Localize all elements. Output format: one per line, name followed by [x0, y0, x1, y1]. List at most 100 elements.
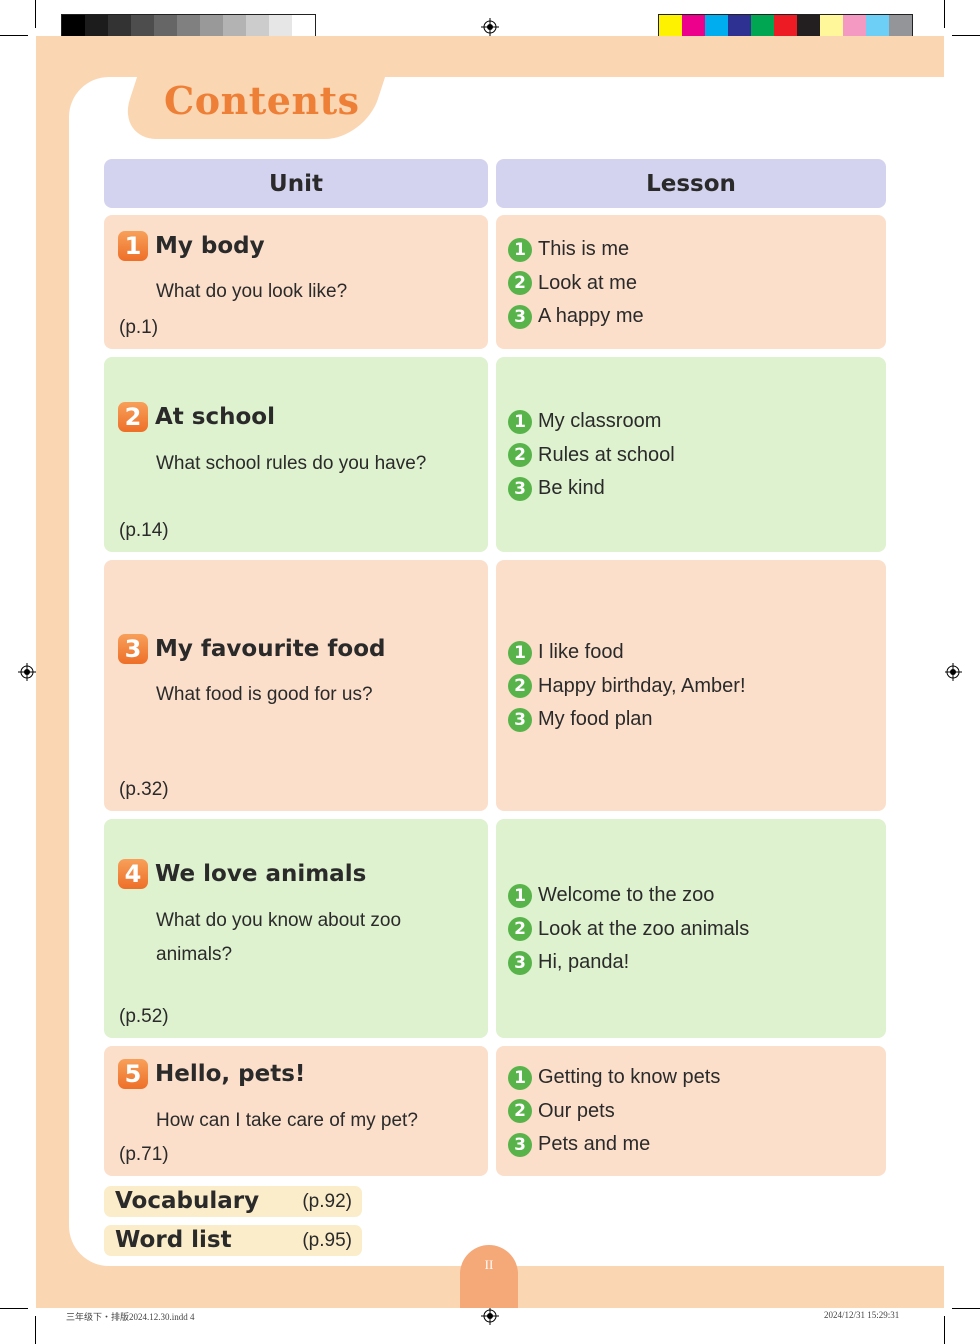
lesson-title: Be kind: [538, 477, 605, 500]
color-swatch: [889, 15, 912, 38]
list-item[interactable]: 2 Happy birthday, Amber!: [508, 670, 746, 704]
color-swatch: [682, 15, 705, 38]
lesson-number-badge: 1: [508, 640, 532, 665]
lesson-title: My classroom: [538, 410, 662, 433]
unit-heading[interactable]: 1 My body: [118, 231, 265, 261]
list-item[interactable]: 3 Hi, panda!: [508, 946, 749, 980]
registration-mark-icon: [481, 1307, 499, 1325]
unit-heading[interactable]: 2 At school: [118, 402, 275, 432]
list-item[interactable]: 1 Welcome to the zoo: [508, 879, 749, 913]
unit-heading[interactable]: 3 My favourite food: [118, 634, 385, 664]
lesson-cell: 1 This is me 2 Look at me 3 A happy me: [496, 215, 886, 349]
lesson-cell: 1 I like food 2 Happy birthday, Amber! 3 My…: [496, 560, 886, 811]
list-item[interactable]: 2 Look at me: [508, 267, 644, 301]
lesson-title: Look at me: [538, 271, 637, 294]
page-number: II: [484, 1257, 494, 1272]
lesson-number-badge: 2: [508, 674, 532, 699]
lesson-number-badge: 1: [508, 409, 532, 434]
extra-page-ref: (p.95): [302, 1230, 352, 1251]
lesson-list: 1 I like food 2 Happy birthday, Amber! 3 My…: [508, 636, 746, 737]
color-calibration-bar: [658, 14, 913, 39]
extra-label: Vocabulary: [115, 1188, 260, 1214]
color-swatch: [843, 15, 866, 38]
list-item[interactable]: 3 My food plan: [508, 703, 746, 737]
lesson-title: Our pets: [538, 1099, 615, 1122]
unit-question: What do you look like?: [156, 281, 348, 302]
gray-swatch: [131, 15, 154, 38]
list-item[interactable]: 1 I like food: [508, 636, 746, 670]
lesson-title: Hi, panda!: [538, 951, 630, 974]
gray-swatch: [269, 15, 292, 38]
list-item[interactable]: 1 My classroom: [508, 405, 675, 439]
list-item[interactable]: 2 Look at the zoo animals: [508, 913, 749, 947]
extra-label: Word list: [115, 1227, 232, 1253]
unit-heading[interactable]: 4 We love animals: [118, 859, 366, 889]
lesson-title: This is me: [538, 238, 630, 261]
unit-cell: 2 At school What school rules do you hav…: [104, 357, 488, 552]
unit-title: At school: [155, 404, 275, 430]
unit-cell: 3 My favourite food What food is good fo…: [104, 560, 488, 811]
lesson-number-badge: 3: [508, 707, 532, 732]
crop-mark: [944, 1316, 945, 1344]
page-number-tab: [460, 1245, 518, 1308]
page-title: Contents: [164, 78, 360, 123]
crop-mark: [0, 1308, 28, 1309]
lesson-number-badge: 2: [508, 443, 532, 468]
unit-heading[interactable]: 5 Hello, pets!: [118, 1059, 305, 1089]
gray-swatch: [246, 15, 269, 38]
list-item[interactable]: 1 This is me: [508, 233, 644, 267]
list-item[interactable]: 3 A happy me: [508, 300, 644, 334]
lesson-title: Getting to know pets: [538, 1066, 721, 1089]
lesson-title: Look at the zoo animals: [538, 917, 750, 940]
lesson-number-badge: 2: [508, 1099, 532, 1124]
registration-mark-icon: [18, 663, 36, 681]
unit-number-badge: 1: [118, 231, 148, 261]
lesson-number-badge: 3: [508, 304, 532, 329]
lesson-title: Welcome to the zoo: [538, 884, 715, 907]
crop-mark: [0, 35, 28, 36]
gray-swatch: [292, 15, 315, 38]
unit-cell: 4 We love animals What do you know about…: [104, 819, 488, 1038]
unit-number-badge: 5: [118, 1059, 148, 1089]
unit-cell: 5 Hello, pets! How can I take care of my…: [104, 1046, 488, 1176]
color-swatch: [659, 15, 682, 38]
color-swatch: [751, 15, 774, 38]
unit-question: What school rules do you have?: [156, 453, 427, 474]
word-list-link[interactable]: Word list (p.95): [104, 1225, 362, 1256]
lesson-number-badge: 1: [508, 1065, 532, 1090]
color-swatch: [705, 15, 728, 38]
unit-cell: 1 My body What do you look like? (p.1): [104, 215, 488, 349]
lesson-title: Rules at school: [538, 443, 675, 466]
unit-question: How can I take care of my pet?: [156, 1110, 418, 1131]
gray-swatch: [154, 15, 177, 38]
list-item[interactable]: 3 Pets and me: [508, 1128, 720, 1162]
lesson-number-badge: 1: [508, 237, 532, 262]
lesson-list: 1 This is me 2 Look at me 3 A happy me: [508, 233, 644, 334]
gray-swatch: [108, 15, 131, 38]
gray-swatch: [177, 15, 200, 38]
vocabulary-link[interactable]: Vocabulary (p.92): [104, 1186, 362, 1217]
unit-page-ref: (p.14): [119, 520, 169, 541]
color-swatch: [774, 15, 797, 38]
lesson-column-header: Lesson: [496, 159, 886, 208]
unit-column-header: Unit: [104, 159, 488, 208]
crop-mark: [35, 0, 36, 28]
list-item[interactable]: 2 Rules at school: [508, 439, 675, 473]
lesson-number-badge: 3: [508, 476, 532, 501]
list-item[interactable]: 2 Our pets: [508, 1095, 720, 1129]
lesson-title: My food plan: [538, 708, 653, 731]
extra-page-ref: (p.92): [302, 1191, 352, 1212]
registration-mark-icon: [481, 18, 499, 36]
color-swatch: [797, 15, 820, 38]
lesson-list: 1 My classroom 2 Rules at school 3 Be kind: [508, 405, 675, 506]
lesson-number-badge: 3: [508, 1132, 532, 1157]
unit-page-ref: (p.32): [119, 779, 169, 800]
unit-number-badge: 2: [118, 402, 148, 432]
list-item[interactable]: 3 Be kind: [508, 472, 675, 506]
list-item[interactable]: 1 Getting to know pets: [508, 1061, 720, 1095]
lesson-number-badge: 2: [508, 917, 532, 942]
timestamp-slug: 2024/12/31 15:29:31: [824, 1310, 900, 1320]
unit-title: My body: [155, 233, 265, 259]
crop-mark: [944, 0, 945, 28]
gray-swatch: [200, 15, 223, 38]
